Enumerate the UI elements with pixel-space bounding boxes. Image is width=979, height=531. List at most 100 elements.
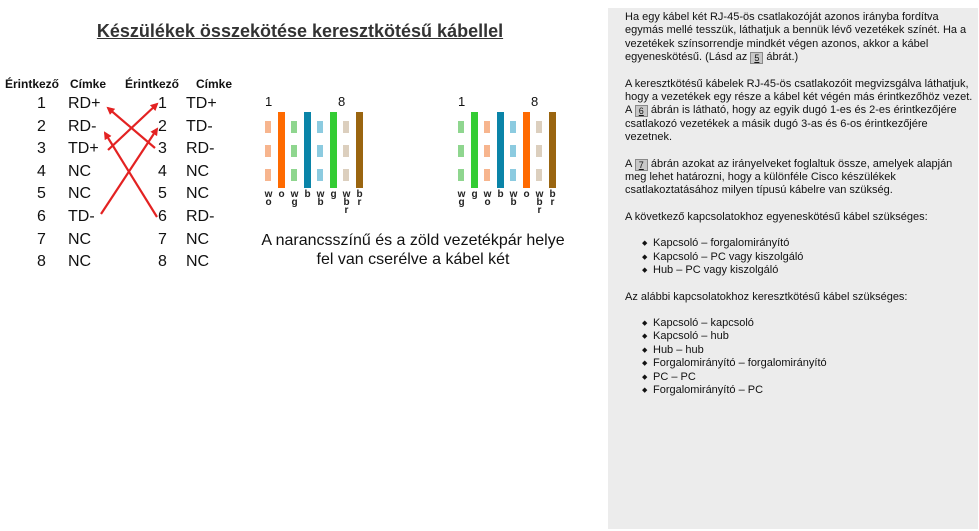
list-item: Kapcsoló – hub <box>642 330 975 344</box>
wire-stripe <box>291 145 297 157</box>
wire-stripe <box>458 145 464 157</box>
wire-color-letter: g <box>330 189 336 200</box>
pin-number-left: 1 <box>37 95 46 112</box>
wire-color-letter: w <box>342 189 351 200</box>
pin-label-right: TD- <box>186 117 213 135</box>
pin-number-right: 6 <box>158 208 167 225</box>
header-pin-right: Érintkező <box>125 77 180 91</box>
wire-color-letter: w <box>535 189 544 200</box>
pin-8-label: 8 <box>338 94 345 109</box>
wire-color-letter: w <box>290 189 299 200</box>
wire-stripe <box>510 169 516 181</box>
wire-color-letter: w <box>457 189 466 200</box>
list-item: Kapcsoló – forgalomirányító <box>642 237 975 251</box>
wire-stripe <box>343 121 349 133</box>
pin-label-left: TD- <box>68 208 95 225</box>
pin-1-label: 1 <box>458 94 465 109</box>
list-item: Kapcsoló – kapcsoló <box>642 317 975 331</box>
text: ábrán azokat az irányelveket foglaltuk ö… <box>625 157 953 197</box>
pin-number-right: 4 <box>158 162 167 180</box>
wire-solid <box>549 112 556 188</box>
paragraph-crossover-list-intro: Az alábbi kapcsolatokhoz keresztkötésű k… <box>625 290 908 303</box>
text: A keresztkötésű kábelek RJ-45-ös csatlak… <box>625 77 973 117</box>
paragraph-guidelines: A 7 ábrán azokat az irányelveket foglalt… <box>625 158 975 198</box>
wire-color-letter: g <box>291 197 297 208</box>
pin-number-right: 5 <box>158 185 167 203</box>
wire-stripe <box>343 169 349 181</box>
wire-solid <box>523 112 530 188</box>
pin-label-left: RD- <box>68 117 97 135</box>
pin-number-left: 8 <box>37 253 46 271</box>
pin-label-right: RD- <box>186 208 215 225</box>
crossover-arrow <box>100 127 159 215</box>
header-label-right: Címke <box>196 77 233 91</box>
wire-color-letter: o <box>484 197 490 208</box>
wire-color-letter: b <box>510 197 516 208</box>
pin-number-right: 3 <box>158 140 167 158</box>
wire-color-letter: g <box>471 189 477 200</box>
wire-stripe <box>317 121 323 133</box>
list-item: Forgalomirányító – forgalomirányító <box>642 357 975 371</box>
text: Ha egy kábel két RJ-45-ös csatlakozóját … <box>625 11 967 64</box>
wire-stripe <box>536 145 542 157</box>
crossover-arrow <box>103 131 158 218</box>
pin-number-left: 3 <box>37 140 46 158</box>
wire-stripe <box>458 169 464 181</box>
pin-label-left: NC <box>68 162 92 180</box>
wire-stripe <box>343 145 349 157</box>
diagram-caption: A narancsszínű és a zöld vezetékpár hely… <box>235 231 591 269</box>
wire-solid <box>497 112 504 188</box>
wire-stripe <box>536 169 542 181</box>
paragraph-straight-through: Ha egy kábel két RJ-45-ös csatlakozóját … <box>625 11 975 65</box>
wire-stripe <box>291 121 297 133</box>
text: A <box>625 157 635 170</box>
wire-color-letter: w <box>509 189 518 200</box>
wire-color-letter: r <box>538 205 542 216</box>
wire-solid <box>356 112 363 188</box>
wire-color-letter: o <box>278 189 284 200</box>
list-item: Hub – hub <box>642 344 975 358</box>
wire-solid <box>330 112 337 188</box>
wire-color-letter: b <box>549 189 555 200</box>
list-item: Kapcsoló – PC vagy kiszolgáló <box>642 251 975 265</box>
wire-color-letter: b <box>304 189 310 200</box>
header-label-left: Címke <box>70 77 107 91</box>
pin-8-label: 8 <box>531 94 538 109</box>
wire-color-letter: o <box>265 197 271 208</box>
pin-number-left: 6 <box>37 208 46 225</box>
wire-color-letter: o <box>523 189 529 200</box>
pin-number-left: 7 <box>37 230 46 248</box>
wire-stripe <box>458 121 464 133</box>
figure-7-link[interactable]: 7 <box>634 158 648 171</box>
crossover-list: Kapcsoló – kapcsoló Kapcsoló – hub Hub –… <box>625 317 975 398</box>
wire-stripe <box>265 121 271 133</box>
figure-5-link[interactable]: 5 <box>750 52 764 65</box>
wire-color-letter: b <box>497 189 503 200</box>
caption-line: fel van cserélve a kábel két <box>316 251 510 268</box>
straight-through-list: Kapcsoló – forgalomirányító Kapcsoló – P… <box>625 237 975 278</box>
pin-label-left: NC <box>68 230 92 248</box>
wire-stripe <box>317 145 323 157</box>
wire-color-letter: g <box>458 197 464 208</box>
pin-number-right: 7 <box>158 230 167 248</box>
wire-color-letter: b <box>343 197 349 208</box>
pin-label-left: TD+ <box>68 140 99 158</box>
wire-color-letter: w <box>316 189 325 200</box>
pin-1-label: 1 <box>265 94 272 109</box>
wire-stripe <box>536 121 542 133</box>
pin-label-right: NC <box>186 162 210 180</box>
pin-number-left: 2 <box>37 117 46 135</box>
wire-stripe <box>291 169 297 181</box>
wire-stripe <box>484 169 490 181</box>
wire-color-letter: b <box>536 197 542 208</box>
caption-line: A narancsszínű és a zöld vezetékpár hely… <box>261 232 565 249</box>
wire-solid <box>304 112 311 188</box>
pin-number-right: 8 <box>158 253 167 271</box>
page-title: Készülékek összekötése keresztkötésű káb… <box>96 21 504 41</box>
pin-number-right: 2 <box>158 117 167 135</box>
crossover-arrow <box>107 102 159 151</box>
figure-6-link[interactable]: 6 <box>634 105 648 118</box>
wire-solid <box>471 112 478 188</box>
pin-number-left: 4 <box>37 162 46 180</box>
